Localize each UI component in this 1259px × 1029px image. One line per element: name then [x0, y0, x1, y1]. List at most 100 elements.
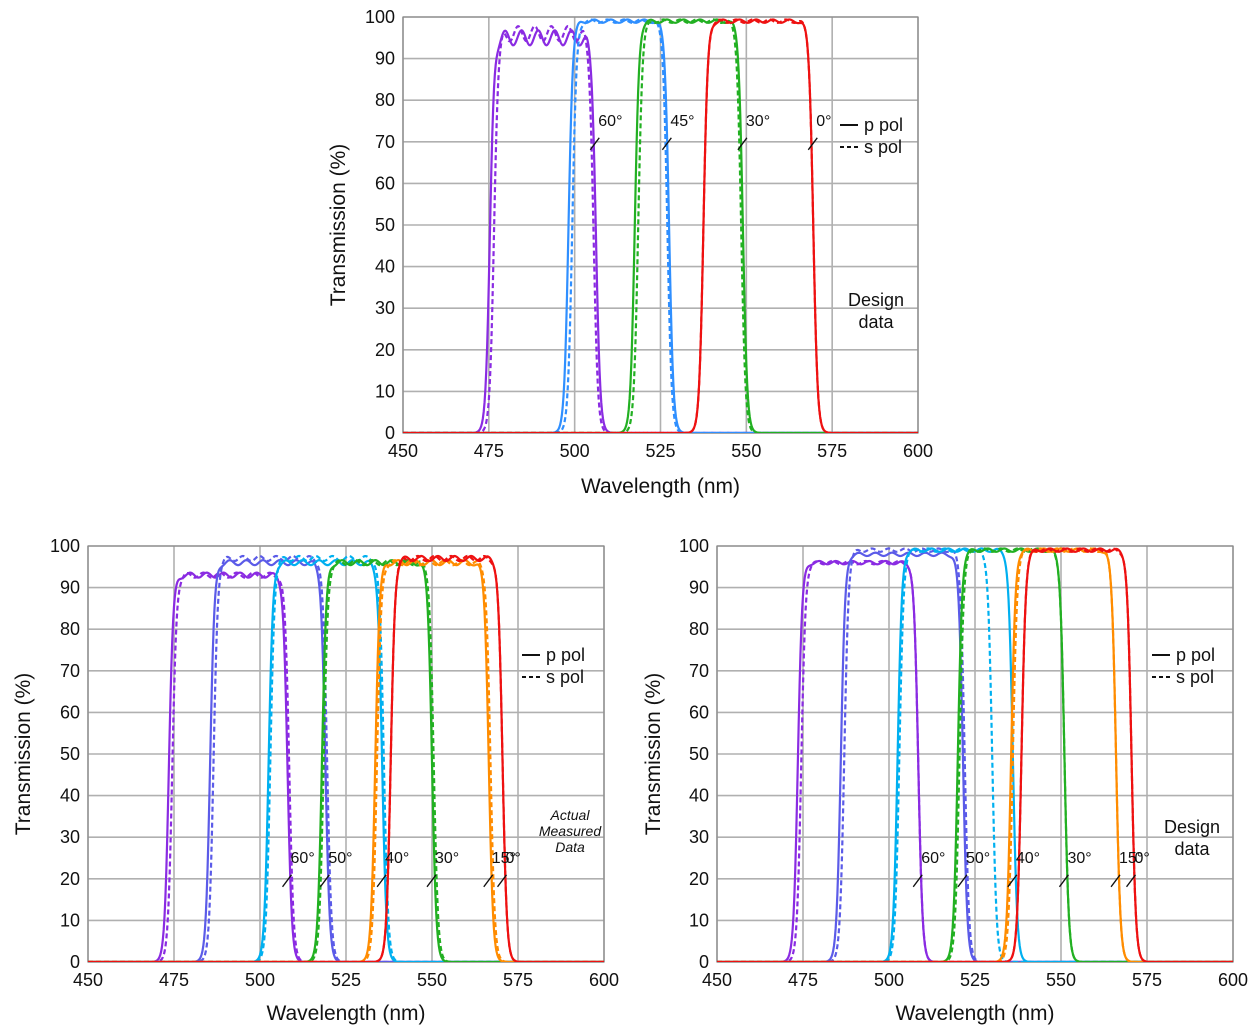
series-60-p-pol [717, 559, 1233, 962]
chart-note: Design [1164, 817, 1220, 837]
series-group [403, 18, 918, 433]
x-tick-label: 550 [731, 441, 761, 461]
series-50-s-pol [717, 547, 1233, 962]
series-group [717, 547, 1233, 962]
y-tick-label: 60 [689, 702, 709, 722]
y-tick-label: 70 [689, 661, 709, 681]
series-45-p-pol [403, 18, 918, 433]
legend-entry: s pol [546, 667, 584, 687]
angle-label-30: 30° [435, 850, 459, 867]
chart-note: data [858, 312, 894, 332]
y-tick-label: 10 [60, 910, 80, 930]
series-group [88, 554, 604, 962]
angle-label-leader [376, 874, 387, 888]
series-30-p-pol [403, 18, 918, 433]
y-tick-label: 10 [375, 381, 395, 401]
legend-entry: s pol [1176, 667, 1214, 687]
x-axis-title: Wavelength (nm) [581, 475, 740, 498]
x-tick-label: 525 [960, 970, 990, 990]
angle-label-leader [661, 137, 672, 151]
chart-note: Actual [550, 807, 591, 823]
angle-label-leader [1110, 874, 1121, 888]
y-tick-label: 80 [689, 619, 709, 639]
chart-top-design: 0 10 20 30 40 50 60 70 80 90 100 450 475 500 525 550 575… [327, 7, 933, 498]
chart-note: data [1174, 839, 1210, 859]
angle-label-15: 15° [492, 850, 516, 867]
x-tick-label: 600 [589, 970, 619, 990]
chart-note: Design [848, 290, 904, 310]
angle-label-leader [589, 137, 600, 151]
angle-label-leader [1058, 874, 1069, 888]
x-tick-label: 550 [417, 970, 447, 990]
angle-label-0: 0° [506, 850, 521, 867]
angle-label-60: 60° [921, 850, 945, 867]
angle-label-leader [807, 137, 818, 151]
y-tick-label: 60 [375, 173, 395, 193]
x-tick-label: 600 [903, 441, 933, 461]
chart-note: Data [555, 839, 585, 855]
x-tick-label: 500 [560, 441, 590, 461]
series-30-p-pol [717, 547, 1233, 962]
grid [402, 16, 919, 434]
legend-entry: p pol [546, 645, 585, 665]
x-tick-label: 450 [73, 970, 103, 990]
angle-label-15: 15° [1119, 850, 1143, 867]
angle-label-60: 60° [291, 850, 315, 867]
x-tick-label: 575 [503, 970, 533, 990]
x-tick-label: 450 [388, 441, 418, 461]
y-tick-label: 80 [375, 90, 395, 110]
y-tick-label: 90 [375, 49, 395, 69]
y-tick-label: 100 [50, 536, 80, 556]
angle-label-leader [319, 874, 330, 888]
series-60-s-pol [88, 571, 604, 962]
angle-label-50: 50° [966, 850, 990, 867]
x-tick-label: 500 [874, 970, 904, 990]
x-tick-label: 450 [702, 970, 732, 990]
y-tick-label: 50 [60, 744, 80, 764]
y-tick-label: 30 [60, 827, 80, 847]
angle-label-leader [483, 874, 494, 888]
angle-label-leader [281, 874, 293, 888]
angle-label-40: 40° [385, 850, 409, 867]
y-tick-label: 50 [375, 215, 395, 235]
series-0-p-pol [403, 18, 918, 433]
angle-label-45: 45° [670, 113, 694, 130]
angle-label-leader [496, 874, 508, 888]
x-tick-label: 600 [1218, 970, 1248, 990]
y-tick-label: 20 [375, 340, 395, 360]
angle-label-50: 50° [328, 850, 352, 867]
x-axis-title: Wavelength (nm) [895, 1002, 1054, 1025]
series-60-p-pol [88, 571, 604, 962]
x-tick-label: 525 [645, 441, 675, 461]
x-tick-label: 575 [1132, 970, 1162, 990]
x-tick-label: 475 [474, 441, 504, 461]
y-tick-label: 30 [689, 827, 709, 847]
chart-bottom-left-measured: 0 10 20 30 40 50 60 70 80 90 100 450 475 500 525 550 575… [12, 536, 619, 1025]
series-30-p-pol [88, 559, 604, 962]
x-tick-label: 475 [788, 970, 818, 990]
series-0-p-pol [717, 547, 1233, 962]
y-tick-label: 10 [689, 910, 709, 930]
angle-label-60: 60° [598, 113, 622, 130]
angle-label-30: 30° [1067, 850, 1091, 867]
series-30-s-pol [88, 559, 604, 962]
angle-label-leader [957, 874, 968, 888]
y-tick-label: 100 [365, 7, 395, 27]
angle-label-leader [1007, 874, 1018, 888]
series-60-s-pol [717, 559, 1233, 962]
legend-entry: p pol [864, 115, 903, 135]
y-tick-label: 80 [60, 619, 80, 639]
y-tick-label: 30 [375, 298, 395, 318]
x-tick-label: 525 [331, 970, 361, 990]
angle-label-30: 30° [746, 113, 770, 130]
y-tick-label: 50 [689, 744, 709, 764]
y-tick-label: 20 [60, 869, 80, 889]
chart-note: Measured [539, 823, 602, 839]
y-tick-label: 40 [375, 257, 395, 277]
y-tick-label: 20 [689, 869, 709, 889]
y-tick-label: 90 [60, 578, 80, 598]
y-tick-label: 40 [60, 786, 80, 806]
